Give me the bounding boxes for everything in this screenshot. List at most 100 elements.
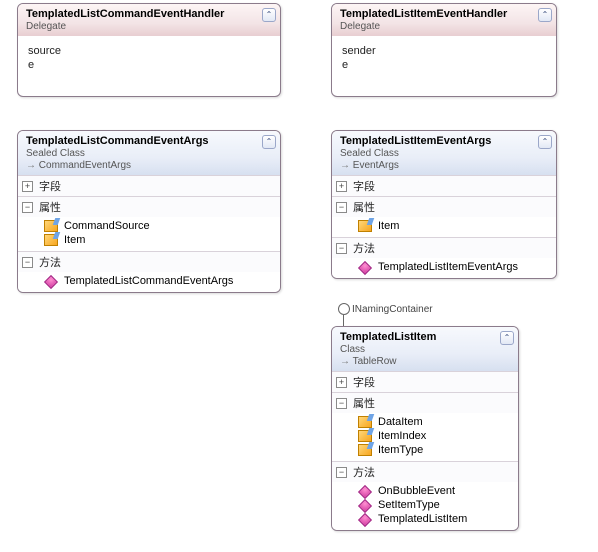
- class-inherits: EventArgs: [340, 160, 550, 171]
- method-member[interactable]: OnBubbleEvent: [332, 484, 518, 498]
- section-header[interactable]: + 字段: [18, 176, 280, 196]
- delegate-param: e: [28, 58, 270, 72]
- minus-icon[interactable]: −: [336, 467, 347, 478]
- member-name: ItemIndex: [378, 430, 426, 442]
- collapse-icon[interactable]: ⌃: [500, 331, 514, 345]
- class-header: TemplatedListCommandEventArgsSealed Clas…: [18, 131, 280, 175]
- member-name: SetItemType: [378, 499, 440, 511]
- section: + 字段: [332, 175, 556, 196]
- section-label: 字段: [39, 178, 61, 194]
- section-header[interactable]: + 字段: [332, 176, 556, 196]
- member-name: TemplatedListCommandEventArgs: [64, 275, 233, 287]
- section-header[interactable]: −方法: [18, 252, 280, 272]
- class-subtitle: Class: [340, 344, 512, 355]
- section-items: TemplatedListItemEventArgs: [332, 258, 556, 278]
- member-name: CommandSource: [64, 220, 150, 232]
- section: −方法 TemplatedListItemEventArgs: [332, 237, 556, 278]
- class-c1[interactable]: TemplatedListCommandEventArgsSealed Clas…: [17, 130, 281, 293]
- section-header[interactable]: + 字段: [332, 372, 518, 392]
- method-member[interactable]: TemplatedListCommandEventArgs: [18, 274, 280, 288]
- member-name: ItemType: [378, 444, 423, 456]
- section-label: 字段: [353, 374, 375, 390]
- property-member[interactable]: Item: [18, 233, 280, 247]
- delegate-d2[interactable]: TemplatedListItemEventHandlerDelegate⌃se…: [331, 3, 557, 97]
- section: −属性 Item: [332, 196, 556, 237]
- delegate-title: TemplatedListCommandEventHandler: [26, 8, 274, 20]
- property-member[interactable]: CommandSource: [18, 219, 280, 233]
- minus-icon[interactable]: −: [336, 243, 347, 254]
- class-body: +字段−属性CommandSourceItem−方法TemplatedListC…: [18, 175, 280, 292]
- class-c2[interactable]: TemplatedListItemEventArgsSealed ClassEv…: [331, 130, 557, 279]
- section-label: 字段: [353, 178, 375, 194]
- delegate-param: e: [342, 58, 546, 72]
- section-items: DataItemItemIndex ItemType: [332, 413, 518, 461]
- method-member[interactable]: TemplatedListItem: [332, 512, 518, 526]
- member-name: Item: [64, 234, 85, 246]
- minus-icon[interactable]: −: [336, 202, 347, 213]
- method-member[interactable]: TemplatedListItemEventArgs: [332, 260, 556, 274]
- collapse-icon[interactable]: ⌃: [262, 135, 276, 149]
- delegate-header: TemplatedListCommandEventHandlerDelegate…: [18, 4, 280, 36]
- class-title: TemplatedListCommandEventArgs: [26, 135, 274, 147]
- section-label: 方法: [353, 240, 375, 256]
- method-member[interactable]: SetItemType: [332, 498, 518, 512]
- property-member[interactable]: ItemIndex: [332, 429, 518, 443]
- class-body: +字段−属性DataItemItemIndexItemType−方法OnBubb…: [332, 371, 518, 530]
- section: −属性 DataItemItemIndex ItemType: [332, 392, 518, 461]
- section-label: 属性: [353, 199, 375, 215]
- plus-icon[interactable]: +: [336, 377, 347, 388]
- interface-lollipop-icon: [338, 303, 350, 315]
- property-icon: [358, 416, 372, 428]
- class-title: TemplatedListItem: [340, 331, 512, 343]
- member-name: TemplatedListItem: [378, 513, 467, 525]
- section-items: Item: [332, 217, 556, 237]
- plus-icon[interactable]: +: [336, 181, 347, 192]
- plus-icon[interactable]: +: [22, 181, 33, 192]
- minus-icon[interactable]: −: [336, 398, 347, 409]
- property-member[interactable]: Item: [332, 219, 556, 233]
- section-header[interactable]: −属性: [18, 197, 280, 217]
- section: + 字段: [18, 175, 280, 196]
- property-member[interactable]: DataItem: [332, 415, 518, 429]
- property-member[interactable]: ItemType: [332, 443, 518, 457]
- class-header: TemplatedListItemClassTableRow ⌃: [332, 327, 518, 371]
- delegate-body: sendere: [332, 36, 556, 80]
- method-icon: [44, 275, 58, 287]
- property-icon: [44, 234, 58, 246]
- section-header[interactable]: −方法: [332, 462, 518, 482]
- section-label: 属性: [353, 395, 375, 411]
- property-icon: [358, 430, 372, 442]
- delegate-param: source: [28, 44, 270, 58]
- collapse-icon[interactable]: ⌃: [538, 8, 552, 22]
- section-header[interactable]: −属性: [332, 197, 556, 217]
- class-inherits: CommandEventArgs: [26, 160, 274, 171]
- section-header[interactable]: −方法: [332, 238, 556, 258]
- property-icon: [44, 220, 58, 232]
- section: −属性CommandSourceItem: [18, 196, 280, 251]
- method-icon: [358, 513, 372, 525]
- section-items: OnBubbleEventSetItemType TemplatedListIte…: [332, 482, 518, 530]
- section-label: 属性: [39, 199, 61, 215]
- section: + 字段: [332, 371, 518, 392]
- minus-icon[interactable]: −: [22, 257, 33, 268]
- method-icon: [358, 485, 372, 497]
- delegate-d1[interactable]: TemplatedListCommandEventHandlerDelegate…: [17, 3, 281, 97]
- section-items: CommandSource Item: [18, 217, 280, 251]
- class-subtitle: Sealed Class: [340, 148, 550, 159]
- method-icon: [358, 261, 372, 273]
- minus-icon[interactable]: −: [22, 202, 33, 213]
- class-inherits: TableRow: [340, 356, 512, 367]
- class-subtitle: Sealed Class: [26, 148, 274, 159]
- section-label: 方法: [39, 254, 61, 270]
- property-icon: [358, 444, 372, 456]
- delegate-header: TemplatedListItemEventHandlerDelegate⌃: [332, 4, 556, 36]
- section-label: 方法: [353, 464, 375, 480]
- delegate-title: TemplatedListItemEventHandler: [340, 8, 550, 20]
- class-body: +字段−属性Item−方法TemplatedListItemEventArgs: [332, 175, 556, 278]
- class-c3[interactable]: TemplatedListItemClassTableRow⌃+字段−属性Dat…: [331, 326, 519, 531]
- class-title: TemplatedListItemEventArgs: [340, 135, 550, 147]
- collapse-icon[interactable]: ⌃: [538, 135, 552, 149]
- section-header[interactable]: −属性: [332, 393, 518, 413]
- section-items: TemplatedListCommandEventArgs: [18, 272, 280, 292]
- collapse-icon[interactable]: ⌃: [262, 8, 276, 22]
